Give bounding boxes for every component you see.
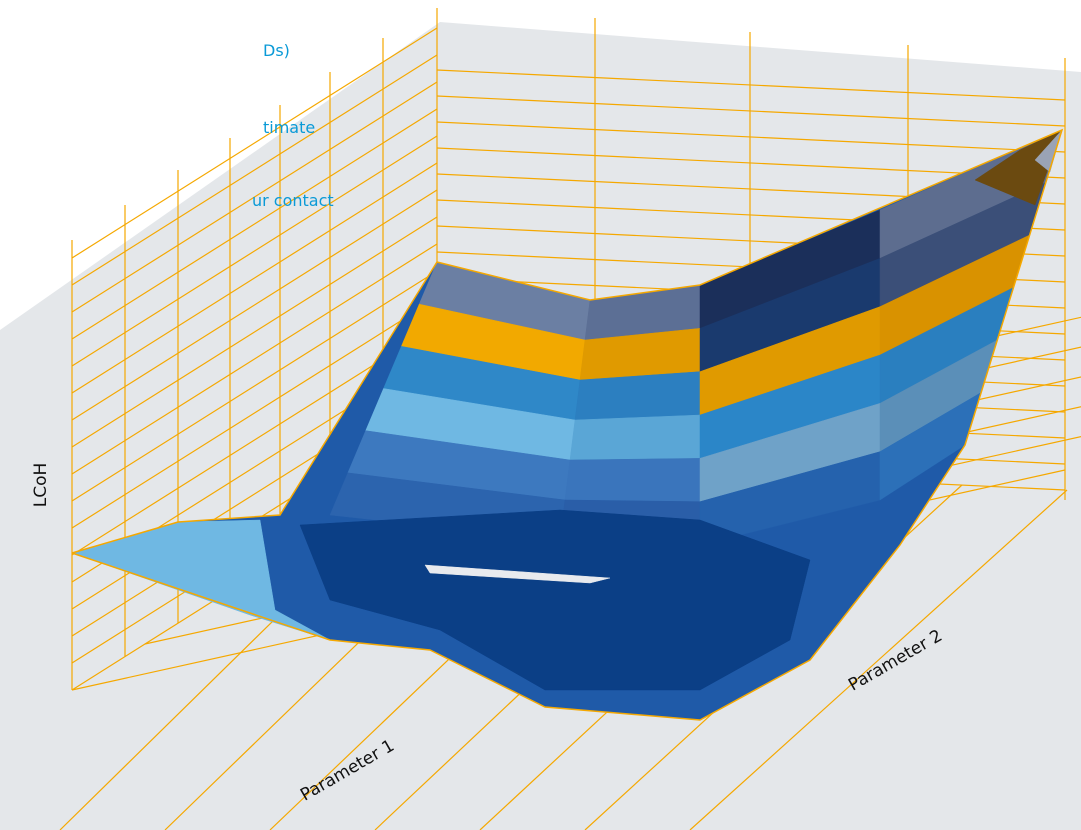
surface-patch bbox=[564, 458, 701, 502]
grid-line bbox=[71, 216, 438, 448]
nav-link[interactable]: Ds) bbox=[263, 41, 290, 60]
grid-line bbox=[436, 121, 1066, 153]
grid-line bbox=[71, 27, 438, 259]
surface-patch bbox=[299, 509, 811, 691]
grid-line bbox=[436, 95, 1066, 127]
grid-line bbox=[71, 81, 438, 313]
surface-patch bbox=[424, 564, 611, 584]
surface bbox=[71, 128, 1064, 721]
grid-line bbox=[71, 243, 438, 475]
surface-patch bbox=[974, 129, 1063, 206]
nav-link[interactable]: ur contact bbox=[252, 191, 334, 210]
grid-line bbox=[71, 270, 438, 502]
grid-line bbox=[71, 54, 438, 286]
surface-outline bbox=[71, 128, 1064, 721]
grid-line bbox=[71, 135, 438, 367]
grid-line bbox=[71, 162, 438, 394]
grid-line bbox=[71, 189, 438, 421]
grid-line bbox=[71, 108, 438, 340]
grid-line bbox=[689, 489, 1068, 830]
z-axis-label: LCoH bbox=[31, 463, 51, 508]
grid-line bbox=[71, 297, 438, 529]
surface-patch bbox=[569, 414, 701, 461]
nav-link[interactable]: timate bbox=[263, 118, 315, 137]
surface-patch bbox=[574, 371, 701, 421]
grid-line bbox=[436, 69, 1066, 101]
